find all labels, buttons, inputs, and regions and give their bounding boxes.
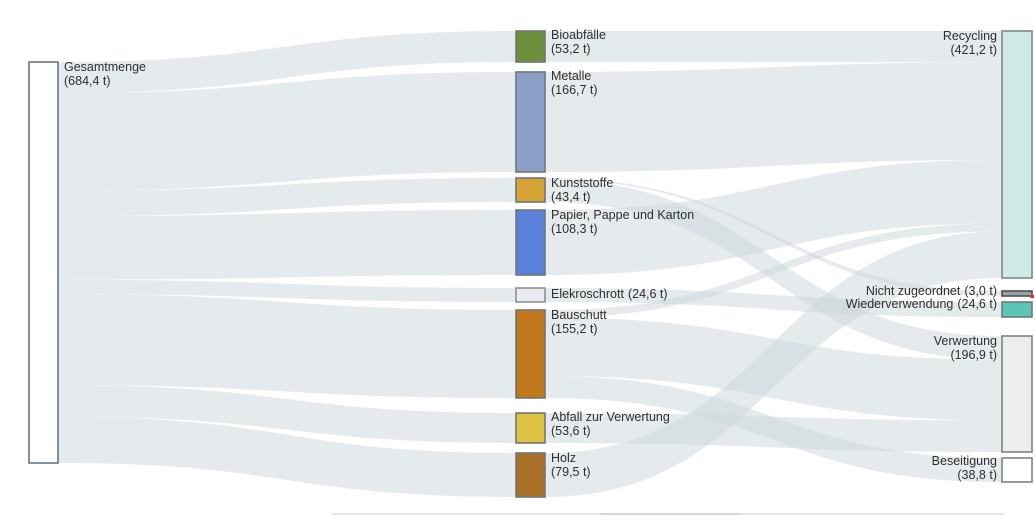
node-abfall_zur_verwertung[interactable] [515, 412, 546, 444]
flow-metalle-to-recycling[interactable] [545, 62, 1002, 172]
node-label-amount: (108,3 t) [551, 221, 598, 236]
node-papier[interactable] [515, 209, 546, 276]
node-holz[interactable] [515, 452, 546, 498]
node-label-name: Metalle [551, 69, 592, 83]
node-kunststoffe[interactable] [515, 177, 546, 203]
node-label-amount: (53,6 t) [551, 423, 591, 438]
node-gesamtmenge[interactable] [28, 61, 59, 464]
node-label-amount: (24,6 t) [957, 297, 997, 311]
flow-gesamtmenge-to-bauschutt[interactable] [58, 294, 516, 398]
flow-papier-to-recycling[interactable] [545, 159, 1002, 275]
node-label-name: Beseitigung [931, 454, 997, 468]
node-label-name: Nicht zugeordnet [865, 284, 961, 298]
flow-gesamtmenge-to-holz[interactable] [58, 416, 516, 497]
node-elekroschrott[interactable] [515, 287, 546, 303]
flow-elekroschrott-to-wiederverwendung[interactable] [545, 288, 1002, 317]
node-label-name: Gesamtmenge [64, 60, 146, 74]
node-label-amount: (43,4 t) [551, 189, 591, 204]
flow-gesamtmenge-to-elekroschrott[interactable] [58, 279, 516, 302]
node-label-recycling: Recycling (421,2 t) [942, 29, 997, 57]
node-label-amount: (53,2 t) [551, 41, 591, 56]
node-label-holz: Holz (79,5 t) [551, 451, 591, 479]
node-label-name: Elekroschrott [551, 287, 624, 301]
node-label-kunststoffe: Kunststoffe (43,4 t) [551, 176, 614, 204]
node-label-verwertung: Verwertung (196,9 t) [933, 334, 997, 362]
node-recycling[interactable] [1001, 30, 1033, 279]
node-label-elekroschrott: Elekroschrott (24,6 t) [551, 287, 668, 302]
flow-bauschutt-to-recycling[interactable] [545, 223, 1002, 318]
node-label-amount: (24,6 t) [627, 287, 668, 301]
node-label-amount: (684,4 t) [64, 73, 111, 88]
node-nicht_zugeordnet[interactable] [1001, 290, 1033, 297]
node-label-abfall-zur-verwertung: Abfall zur Verwertung (53,6 t) [551, 410, 670, 438]
node-label-amount: (421,2 t) [950, 42, 997, 57]
node-beseitigung[interactable] [1001, 457, 1033, 483]
flow-bioabfaelle-to-recycling[interactable] [545, 31, 1002, 63]
node-label-bioabfaelle: Bioabfälle (53,2 t) [551, 28, 606, 56]
node-label-amount: (155,2 t) [551, 321, 598, 336]
flow-gesamtmenge-to-kunststoffe[interactable] [58, 178, 516, 217]
node-bauschutt[interactable] [515, 309, 546, 399]
node-label-name: Recycling [942, 29, 997, 43]
flow-holz-to-recycling[interactable] [545, 231, 1002, 497]
flow-gesamtmenge-to-papier[interactable] [58, 210, 516, 280]
flow-gesamtmenge-to-metalle[interactable] [58, 72, 516, 191]
node-label-name: Verwertung [933, 334, 997, 348]
node-label-nicht-zugeordnet: Nicht zugeordnet (3,0 t) [865, 284, 997, 299]
node-label-amount: (3,0 t) [964, 284, 997, 298]
node-label-name: Bioabfälle [551, 28, 606, 42]
node-label-metalle: Metalle (166,7 t) [551, 69, 598, 97]
red-artifact-mark [1030, 295, 1034, 298]
node-label-amount: (79,5 t) [551, 464, 591, 479]
node-label-name: Papier, Pappe und Karton [551, 208, 695, 222]
node-label-beseitigung: Beseitigung (38,8 t) [931, 454, 997, 482]
node-bioabfaelle[interactable] [515, 30, 546, 63]
node-label-name: Kunststoffe [551, 176, 614, 190]
node-label-name: Abfall zur Verwertung [551, 410, 670, 424]
node-label-name: Wiederverwendung [845, 297, 954, 311]
node-wiederverwendung[interactable] [1001, 301, 1033, 318]
node-label-amount: (196,9 t) [950, 347, 997, 362]
node-label-name: Bauschutt [551, 308, 607, 322]
node-label-wiederverwendung: Wiederverwendung (24,6 t) [845, 297, 997, 312]
node-label-amount: (166,7 t) [551, 82, 598, 97]
flow-gesamtmenge-to-abfall_zur_verwertung[interactable] [58, 385, 516, 443]
flow-gesamtmenge-to-bioabfaelle[interactable] [58, 31, 516, 94]
node-label-bauschutt: Bauschutt (155,2 t) [551, 308, 607, 336]
node-metalle[interactable] [515, 71, 546, 173]
node-label-amount: (38,8 t) [957, 467, 997, 482]
node-label-name: Holz [551, 451, 577, 465]
cropped-caption-remnant-dark [600, 513, 740, 515]
node-label-papier: Papier, Pappe und Karton (108,3 t) [551, 208, 695, 236]
node-label-gesamtmenge: Gesamtmenge (684,4 t) [64, 60, 146, 88]
node-verwertung[interactable] [1001, 335, 1033, 453]
